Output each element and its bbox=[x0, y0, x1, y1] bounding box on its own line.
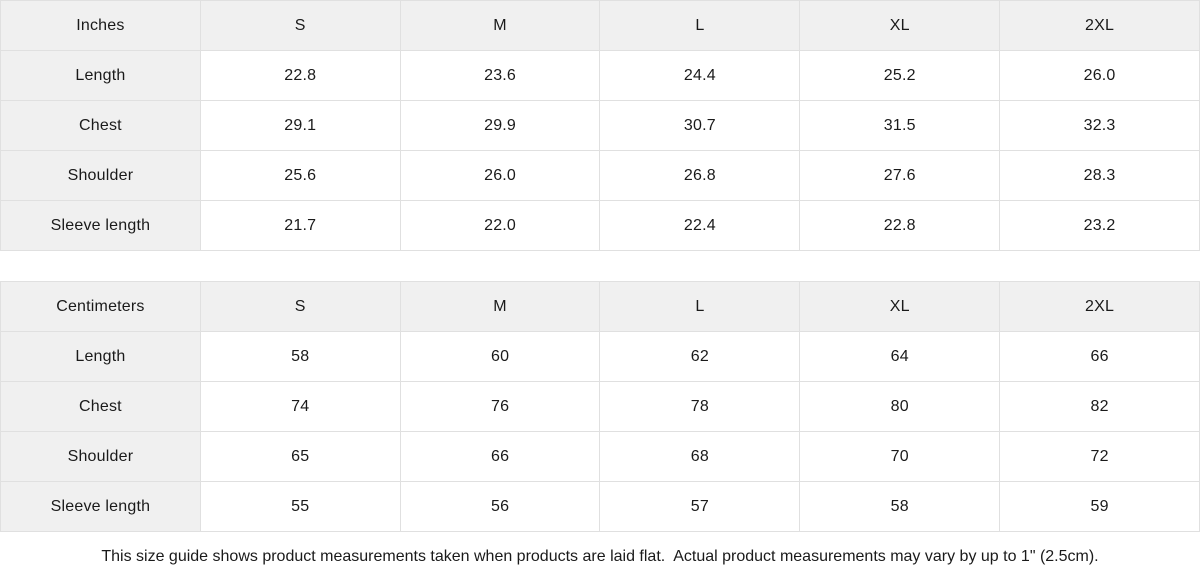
table-row: Length 58 60 62 64 66 bbox=[0, 331, 1200, 382]
table-row: Sleeve length 21.7 22.0 22.4 22.8 23.2 bbox=[0, 200, 1200, 251]
value-cell: 30.7 bbox=[599, 100, 801, 151]
value-cell: 28.3 bbox=[999, 150, 1200, 201]
value-cell: 25.6 bbox=[199, 150, 401, 201]
value-cell: 76 bbox=[399, 381, 601, 432]
row-label-cell: Shoulder bbox=[0, 431, 201, 482]
value-cell: 78 bbox=[599, 381, 801, 432]
value-cell: 65 bbox=[199, 431, 401, 482]
value-cell: 32.3 bbox=[999, 100, 1200, 151]
size-header-cell-s: S bbox=[199, 281, 401, 332]
size-header-cell-xl: XL bbox=[799, 281, 1001, 332]
value-cell: 60 bbox=[399, 331, 601, 382]
size-header-cell-2xl: 2XL bbox=[999, 281, 1200, 332]
size-header-cell-m: M bbox=[399, 0, 601, 51]
table-row: Shoulder 65 66 68 70 72 bbox=[0, 431, 1200, 482]
size-header-cell-l: L bbox=[599, 0, 801, 51]
unit-header-cell: Centimeters bbox=[0, 281, 201, 332]
value-cell: 26.8 bbox=[599, 150, 801, 201]
value-cell: 26.0 bbox=[399, 150, 601, 201]
value-cell: 22.0 bbox=[399, 200, 601, 251]
row-label-cell: Chest bbox=[0, 381, 201, 432]
table-row: Chest 74 76 78 80 82 bbox=[0, 381, 1200, 432]
value-cell: 31.5 bbox=[799, 100, 1001, 151]
size-header-cell-l: L bbox=[599, 281, 801, 332]
value-cell: 70 bbox=[799, 431, 1001, 482]
table-row: Chest 29.1 29.9 30.7 31.5 32.3 bbox=[0, 100, 1200, 151]
value-cell: 82 bbox=[999, 381, 1200, 432]
row-label-cell: Sleeve length bbox=[0, 200, 201, 251]
table-row: Length 22.8 23.6 24.4 25.2 26.0 bbox=[0, 50, 1200, 101]
value-cell: 29.9 bbox=[399, 100, 601, 151]
size-header-row: Centimeters S M L XL 2XL bbox=[0, 281, 1200, 332]
footer-note: This size guide shows product measuremen… bbox=[0, 532, 1200, 582]
value-cell: 64 bbox=[799, 331, 1001, 382]
row-label-cell: Chest bbox=[0, 100, 201, 151]
value-cell: 58 bbox=[799, 481, 1001, 532]
value-cell: 24.4 bbox=[599, 50, 801, 101]
row-label-cell: Length bbox=[0, 50, 201, 101]
row-label-cell: Length bbox=[0, 331, 201, 382]
value-cell: 21.7 bbox=[199, 200, 401, 251]
value-cell: 58 bbox=[199, 331, 401, 382]
table-row: Shoulder 25.6 26.0 26.8 27.6 28.3 bbox=[0, 150, 1200, 201]
value-cell: 68 bbox=[599, 431, 801, 482]
value-cell: 66 bbox=[999, 331, 1200, 382]
size-header-cell-xl: XL bbox=[799, 0, 1001, 51]
value-cell: 66 bbox=[399, 431, 601, 482]
value-cell: 27.6 bbox=[799, 150, 1001, 201]
value-cell: 26.0 bbox=[999, 50, 1200, 101]
size-table-inches: Inches S M L XL 2XL Length 22.8 23.6 24.4 25.2 26.0… bbox=[0, 0, 1200, 251]
value-cell: 22.4 bbox=[599, 200, 801, 251]
value-cell: 57 bbox=[599, 481, 801, 532]
size-header-row: Inches S M L XL 2XL bbox=[0, 0, 1200, 51]
size-header-cell-2xl: 2XL bbox=[999, 0, 1200, 51]
table-row: Sleeve length 55 56 57 58 59 bbox=[0, 481, 1200, 532]
value-cell: 23.6 bbox=[399, 50, 601, 101]
value-cell: 59 bbox=[999, 481, 1200, 532]
value-cell: 74 bbox=[199, 381, 401, 432]
value-cell: 62 bbox=[599, 331, 801, 382]
table-gap bbox=[0, 251, 1200, 281]
size-table-centimeters: Centimeters S M L XL 2XL Length 58 60 62 64 66 Chest… bbox=[0, 281, 1200, 532]
value-cell: 56 bbox=[399, 481, 601, 532]
value-cell: 72 bbox=[999, 431, 1200, 482]
size-header-cell-s: S bbox=[199, 0, 401, 51]
row-label-cell: Shoulder bbox=[0, 150, 201, 201]
value-cell: 23.2 bbox=[999, 200, 1200, 251]
unit-header-cell: Inches bbox=[0, 0, 201, 51]
value-cell: 22.8 bbox=[199, 50, 401, 101]
row-label-cell: Sleeve length bbox=[0, 481, 201, 532]
value-cell: 25.2 bbox=[799, 50, 1001, 101]
value-cell: 55 bbox=[199, 481, 401, 532]
size-header-cell-m: M bbox=[399, 281, 601, 332]
value-cell: 29.1 bbox=[199, 100, 401, 151]
value-cell: 22.8 bbox=[799, 200, 1001, 251]
value-cell: 80 bbox=[799, 381, 1001, 432]
